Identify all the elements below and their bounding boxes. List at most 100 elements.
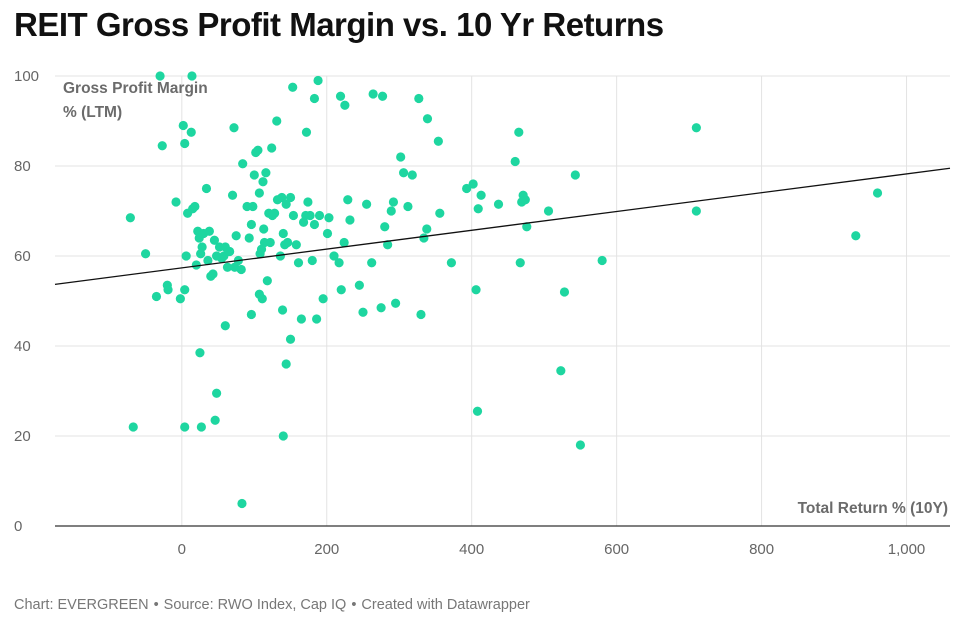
data-point (210, 415, 220, 425)
data-point (362, 199, 372, 209)
data-point (262, 276, 272, 286)
data-point (155, 71, 165, 81)
data-point (376, 303, 386, 313)
data-point (309, 93, 320, 104)
data-point (291, 240, 301, 250)
data-point (248, 201, 258, 212)
y-tick-label: 100 (14, 68, 39, 85)
data-point (340, 100, 350, 110)
data-point (157, 141, 167, 151)
data-point (275, 251, 285, 261)
data-point (301, 127, 312, 137)
data-point (398, 168, 409, 178)
data-point (403, 201, 413, 212)
data-point (309, 219, 320, 230)
data-point (872, 188, 883, 198)
data-point (254, 188, 264, 198)
data-point (305, 210, 315, 221)
source-note: Source: RWO Index, Cap IQ (163, 597, 347, 613)
data-point (163, 285, 173, 295)
data-point (204, 226, 214, 236)
data-point (246, 309, 256, 320)
data-point (246, 219, 256, 230)
data-point (345, 215, 355, 225)
data-point (446, 258, 457, 268)
data-point (414, 93, 424, 104)
data-point (259, 224, 269, 234)
chart-footer: Chart: EVERGREEN • Source: RWO Index, Cap … (14, 597, 530, 613)
data-point (283, 237, 293, 248)
data-point (691, 206, 701, 216)
data-point (237, 498, 247, 509)
trend-line (54, 167, 951, 285)
data-point (419, 233, 429, 243)
data-point (231, 231, 241, 241)
data-point (265, 237, 275, 248)
data-point (288, 210, 299, 221)
data-point (272, 116, 282, 126)
data-point (377, 91, 388, 101)
data-point (324, 213, 334, 223)
data-point (277, 192, 287, 203)
y-tick-label: 0 (14, 518, 22, 535)
data-point (191, 260, 201, 270)
data-point (597, 255, 607, 266)
data-point (307, 255, 317, 266)
data-point (336, 285, 346, 295)
data-point (570, 170, 580, 180)
data-point (386, 206, 396, 216)
data-point (277, 305, 288, 315)
data-point (354, 280, 364, 290)
data-point (180, 285, 190, 295)
data-points (125, 71, 883, 509)
data-point (212, 388, 222, 398)
data-point (227, 190, 238, 200)
data-point (383, 240, 393, 250)
x-tick-label: 0 (178, 541, 186, 558)
data-point (261, 168, 271, 178)
data-point (186, 127, 196, 137)
data-point (178, 120, 188, 131)
data-point (522, 222, 532, 232)
data-point (190, 201, 200, 212)
chart-credit: Chart: EVERGREEN (14, 597, 149, 613)
data-point (343, 195, 353, 205)
data-point (285, 192, 296, 203)
y-tick-label: 40 (14, 338, 31, 355)
data-point (851, 231, 861, 241)
x-tick-label: 200 (314, 541, 339, 558)
data-point (229, 123, 239, 133)
data-point (238, 159, 248, 169)
data-point (125, 213, 135, 223)
data-point (151, 291, 162, 302)
data-point (559, 287, 570, 297)
data-point (175, 294, 185, 304)
data-point (471, 285, 481, 295)
data-point (225, 246, 235, 257)
data-point (313, 75, 323, 86)
data-point (288, 82, 298, 92)
data-point (556, 366, 566, 376)
data-point (520, 195, 530, 205)
data-point (334, 258, 344, 268)
data-point (209, 235, 220, 245)
data-point (267, 143, 277, 153)
data-point (244, 233, 254, 243)
data-point (201, 183, 212, 194)
data-point (303, 197, 313, 207)
data-point (493, 199, 504, 209)
data-point (180, 422, 190, 432)
data-point (257, 294, 267, 304)
data-point (318, 294, 328, 304)
data-point (407, 170, 417, 180)
y-tick-label: 80 (14, 158, 31, 175)
data-point (293, 258, 304, 268)
data-point (269, 208, 280, 218)
data-point (187, 71, 197, 81)
data-point (180, 138, 190, 149)
x-axis-tick-labels: 0 200 400 600 800 1,000 (178, 541, 926, 558)
data-point (422, 224, 432, 234)
created-with-note: Created with Datawrapper (361, 597, 530, 613)
data-point (339, 237, 349, 248)
data-point (329, 251, 339, 261)
